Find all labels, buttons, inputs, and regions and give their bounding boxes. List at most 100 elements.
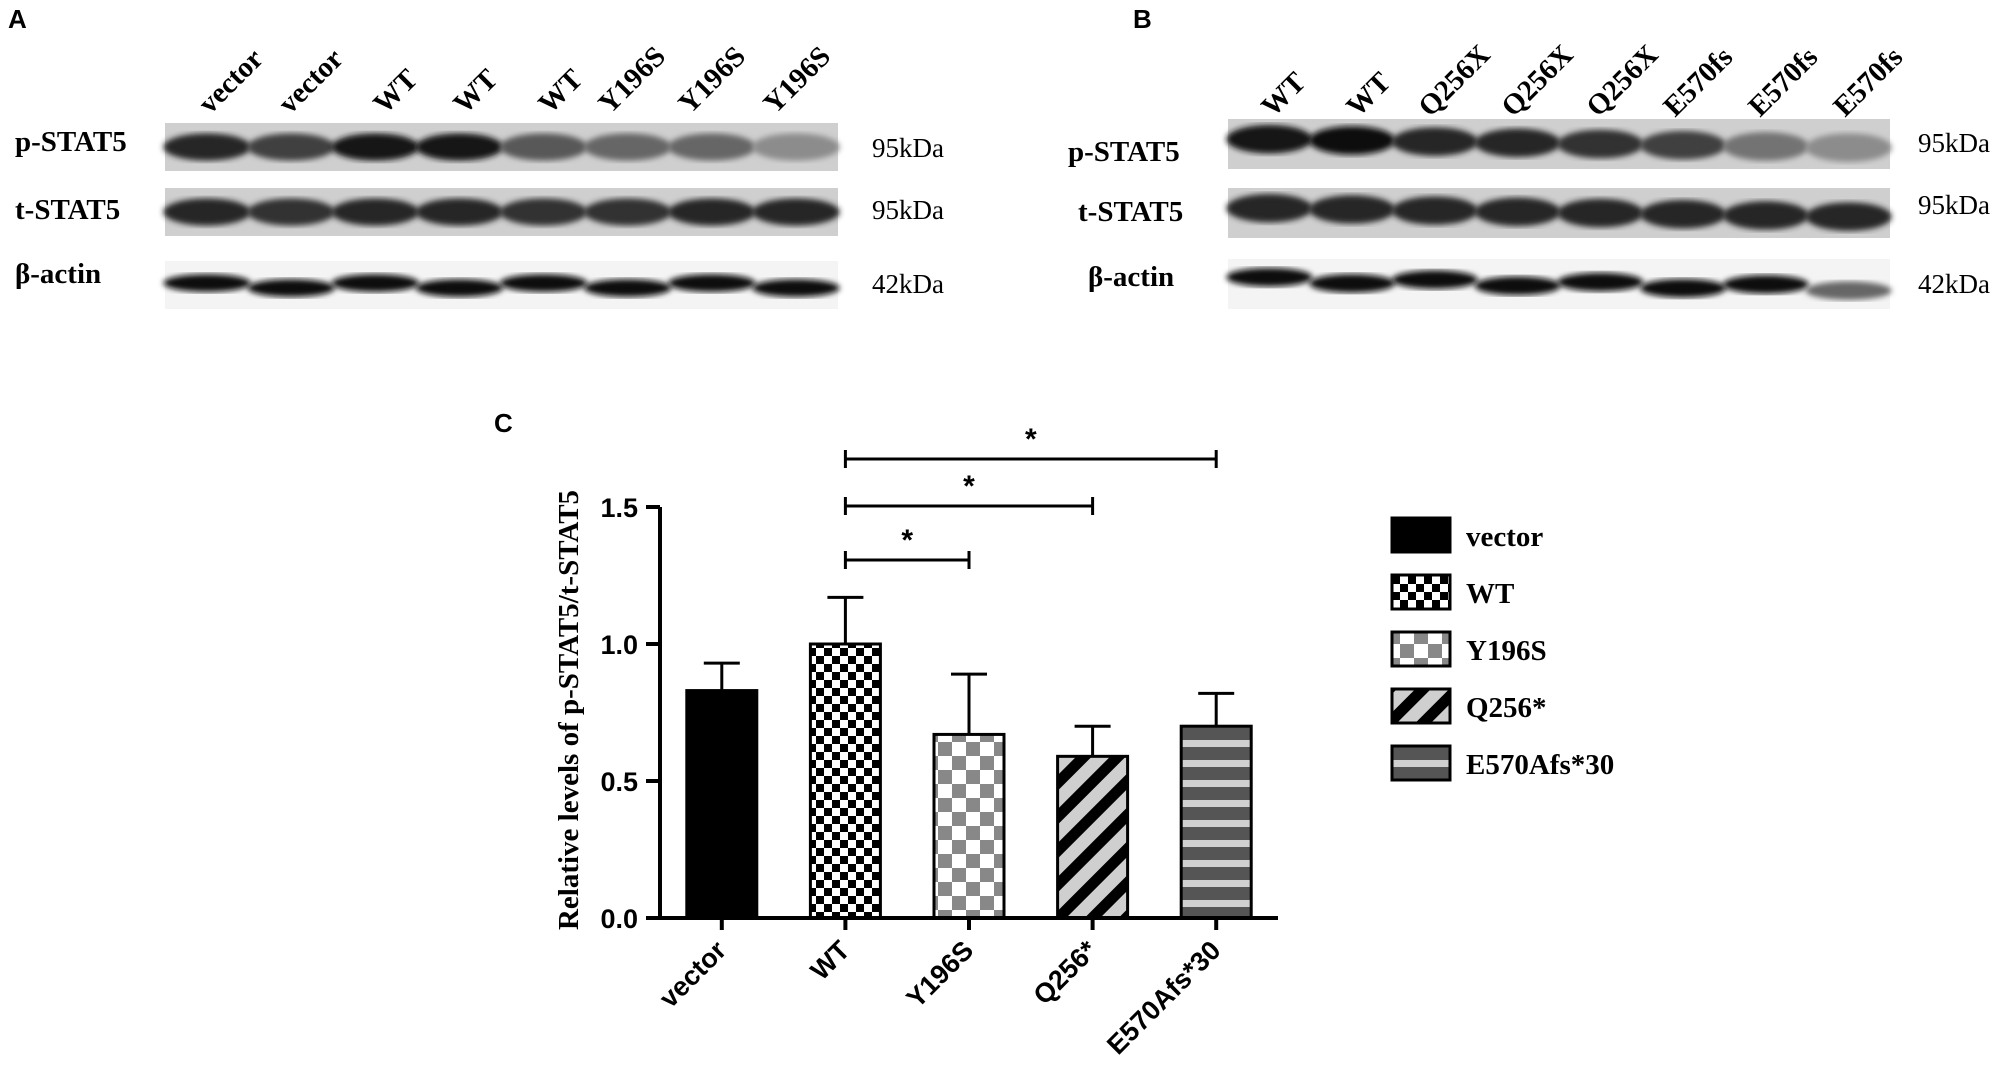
lane-label: Y196S xyxy=(672,40,752,120)
kda-label: 95kDa xyxy=(872,195,944,225)
bar xyxy=(1179,724,1253,920)
blot-band xyxy=(415,198,504,226)
lane-label: E570fs xyxy=(1742,41,1824,123)
blot-band xyxy=(331,198,420,226)
lane-labels-a: vector vector WT WT WT Y196S Y196S Y196S xyxy=(192,40,837,120)
blot-image-a xyxy=(163,123,840,309)
blot-band xyxy=(583,279,672,297)
x-tick-label: vector xyxy=(654,935,733,1014)
blot-band xyxy=(415,279,504,297)
error-bars xyxy=(703,595,1235,757)
kda-label: 95kDa xyxy=(872,133,944,163)
legend-label: Q256* xyxy=(1466,692,1547,724)
lane-label: Q256X xyxy=(1580,39,1664,123)
blot-band xyxy=(1391,127,1478,156)
blot-band xyxy=(163,274,251,292)
lane-labels-b: WT WT Q256X Q256X Q256X E570fs E570fs E5… xyxy=(1255,39,1909,123)
blot-band xyxy=(1474,128,1561,158)
legend-label: WT xyxy=(1466,578,1514,610)
blot-band xyxy=(583,133,672,161)
panel-letter-c: C xyxy=(494,408,513,438)
blot-band xyxy=(1722,275,1809,294)
blot-band xyxy=(499,133,588,161)
legend: vector WT Y196S Q256* E570Afs*30 xyxy=(1390,516,1614,782)
lane-label: E570fs xyxy=(1827,41,1909,123)
blot-band xyxy=(1805,202,1892,231)
bar xyxy=(1056,754,1130,920)
blot-band xyxy=(752,133,840,161)
kda-label: 42kDa xyxy=(872,269,944,299)
blot-band xyxy=(668,133,756,161)
blot-panel-a: A vector vector WT WT WT Y196S Y196S Y19… xyxy=(8,4,944,309)
blot-band xyxy=(1557,198,1644,228)
blot-band xyxy=(1557,129,1644,159)
blot-band xyxy=(1226,267,1313,287)
lane-label: Y196S xyxy=(592,40,672,120)
significance-label: * xyxy=(963,470,975,503)
blot-band xyxy=(1805,133,1892,162)
blot-band xyxy=(247,133,335,161)
row-label-bactin: β-actin xyxy=(1088,261,1174,293)
blot-band xyxy=(1640,130,1727,160)
blot-band xyxy=(499,274,588,292)
blot-band xyxy=(1640,278,1727,298)
blot-band xyxy=(1722,201,1809,230)
lane-label: WT xyxy=(1340,66,1397,123)
x-tick-label: Y196S xyxy=(901,935,980,1014)
y-axis: 0.0 0.5 1.0 1.5 xyxy=(600,493,662,934)
bar xyxy=(932,732,1006,920)
blot-band xyxy=(1474,197,1561,227)
blot-panel-b: B WT WT Q256X Q256X Q256X E570fs E570fs … xyxy=(1068,4,1990,309)
x-axis: vector WT Y196S Q256*E570Afs*30 xyxy=(654,916,1278,1060)
legend-swatch xyxy=(1390,630,1452,668)
blot-band xyxy=(415,133,504,161)
blot-band xyxy=(331,274,420,292)
legend-swatch xyxy=(1390,516,1452,554)
blot-band xyxy=(1309,195,1396,224)
blot-band xyxy=(752,279,840,297)
row-label-tstat5: t-STAT5 xyxy=(1078,196,1183,228)
blot-band xyxy=(499,198,588,226)
lane-label: WT xyxy=(1255,66,1312,123)
bars xyxy=(685,642,1253,920)
lane-label: WT xyxy=(447,63,504,120)
legend-label: Y196S xyxy=(1466,635,1547,667)
blot-band xyxy=(247,279,335,297)
row-label-bactin: β-actin xyxy=(15,258,101,290)
lane-label: Q256X xyxy=(1495,39,1579,123)
blot-band xyxy=(331,133,420,161)
blot-band xyxy=(1309,274,1396,293)
panel-letter-a: A xyxy=(8,4,27,34)
y-tick-label: 1.5 xyxy=(600,493,638,523)
blot-band xyxy=(247,198,335,226)
chart-panel-c: C Relative levels of p-STAT5/t-STAT5 0.0… xyxy=(494,408,1614,1060)
blot-band xyxy=(668,198,756,226)
blot-image-b xyxy=(1226,119,1892,309)
y-axis-label: Relative levels of p-STAT5/t-STAT5 xyxy=(553,490,585,930)
kda-label: 95kDa xyxy=(1918,190,1990,220)
kda-label: 95kDa xyxy=(1918,128,1990,158)
blot-band xyxy=(1226,193,1313,223)
blot-band xyxy=(752,198,840,226)
blot-band xyxy=(1557,272,1644,292)
blot-band xyxy=(163,198,251,226)
lane-label: Q256X xyxy=(1412,39,1496,123)
x-tick-label: Q256* xyxy=(1027,935,1103,1011)
legend-swatch xyxy=(1390,573,1452,611)
y-tick-label: 0.0 xyxy=(600,904,638,934)
lane-label: vector xyxy=(272,43,349,120)
y-tick-label: 0.5 xyxy=(600,767,638,797)
bar xyxy=(808,642,882,920)
legend-label: E570Afs*30 xyxy=(1466,749,1614,781)
blot-band xyxy=(1640,199,1727,229)
significance-label: * xyxy=(901,524,913,557)
significance-brackets: * * * xyxy=(843,423,1218,569)
legend-label: vector xyxy=(1466,521,1543,553)
blot-band xyxy=(668,274,756,292)
lane-label: WT xyxy=(367,63,424,120)
x-tick-label: E570Afs*30 xyxy=(1101,935,1226,1060)
blot-band xyxy=(163,133,251,161)
y-tick-label: 1.0 xyxy=(600,630,638,660)
panel-letter-b: B xyxy=(1133,4,1152,34)
blot-band xyxy=(1474,276,1561,296)
